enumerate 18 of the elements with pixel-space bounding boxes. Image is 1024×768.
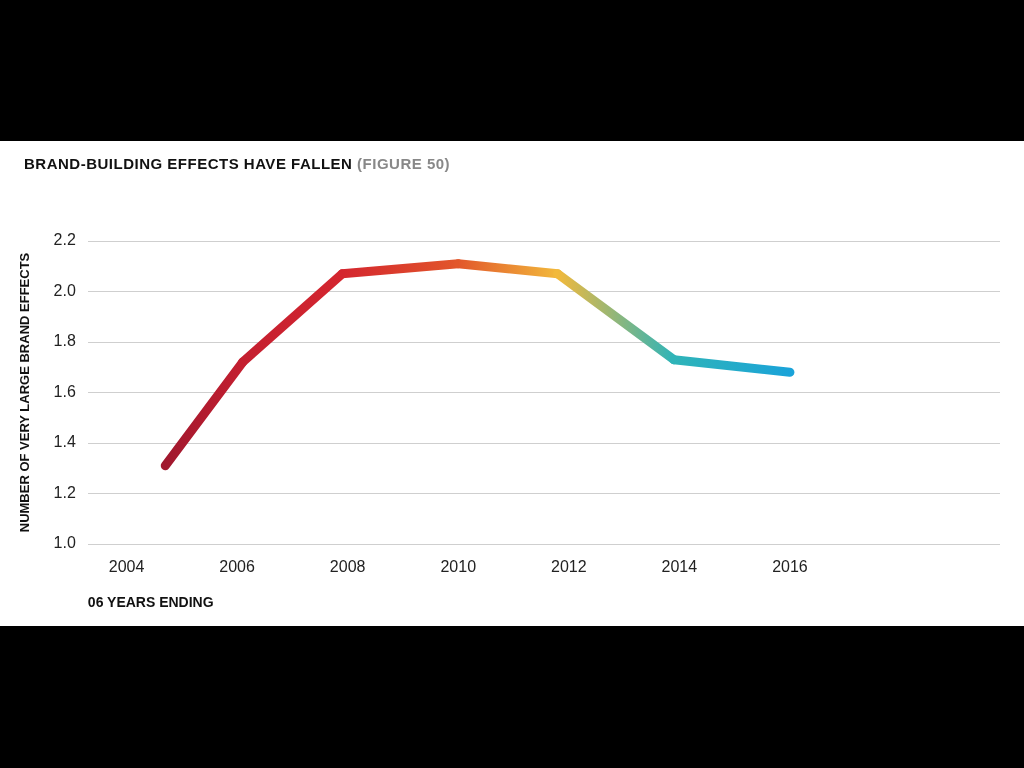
chart-subtitle: (FIGURE 50): [356, 155, 451, 172]
x-tick-label: 2004: [108, 558, 145, 576]
y-tick-label: 1.0: [53, 534, 76, 552]
y-tick-label: 1.8: [53, 332, 76, 350]
chart-title: BRAND-BUILDING EFFECTS HAVE FALLEN: [24, 155, 353, 172]
y-tick-label: 2.2: [53, 231, 76, 249]
x-tick-label: 2010: [440, 558, 477, 576]
x-tick-label: 2012: [551, 558, 587, 576]
x-tick-label: 2016: [772, 558, 808, 576]
x-tick-label: 2006: [219, 558, 255, 576]
y-tick-label: 2.0: [53, 281, 76, 299]
x-tick-label: 2008: [329, 558, 366, 576]
y-axis-title: NUMBER OF VERY LARGE BRAND EFFECTS: [17, 252, 33, 533]
y-tick-label: 1.6: [53, 382, 76, 400]
x-tick-label: 2014: [661, 558, 698, 576]
x-axis-title: 06 YEARS ENDING: [87, 594, 214, 611]
y-tick-label: 1.4: [53, 433, 76, 451]
y-tick-label: 1.2: [53, 483, 76, 501]
